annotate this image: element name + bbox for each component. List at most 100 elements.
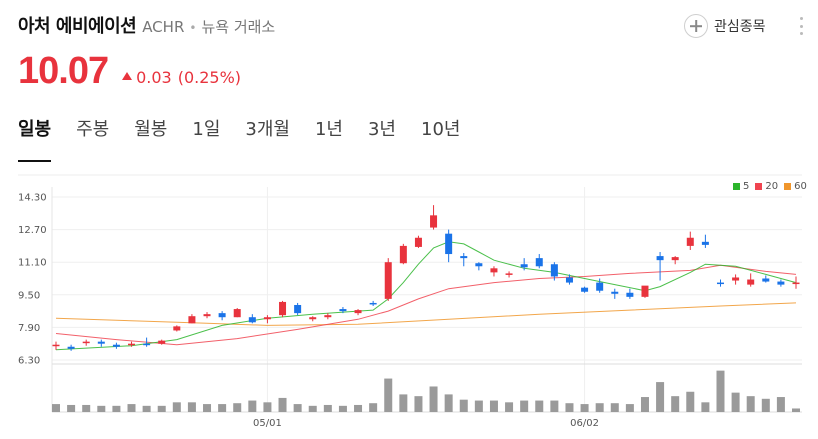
candle-body bbox=[732, 277, 740, 281]
x-tick-label: 05/01 bbox=[253, 418, 282, 429]
volume-bar bbox=[610, 403, 619, 412]
candle-body bbox=[581, 287, 589, 292]
candle-body bbox=[535, 258, 543, 267]
watchlist-label: 관심종목 bbox=[714, 19, 766, 35]
candle-body bbox=[747, 279, 755, 285]
candle-body bbox=[701, 241, 709, 245]
candle-body bbox=[505, 273, 513, 275]
candle-body bbox=[460, 256, 468, 259]
candle-body bbox=[233, 309, 241, 318]
volume-bar bbox=[505, 402, 514, 412]
volume-bar bbox=[595, 403, 604, 412]
add-watchlist-button[interactable]: 관심종목 bbox=[684, 14, 766, 38]
tab-10years[interactable]: 10년 bbox=[421, 119, 461, 140]
volume-bar bbox=[157, 405, 166, 412]
volume-bar bbox=[731, 392, 740, 412]
candle-body bbox=[218, 313, 226, 318]
volume-bar bbox=[369, 403, 378, 412]
candle-body bbox=[762, 278, 770, 282]
candle-body bbox=[143, 343, 151, 346]
tab-weekly[interactable]: 주봉 bbox=[76, 119, 110, 140]
candle-body bbox=[792, 282, 800, 285]
candle-body bbox=[399, 245, 407, 264]
tab-3years[interactable]: 3년 bbox=[367, 119, 396, 140]
ma5-line bbox=[55, 241, 797, 351]
volume-bar bbox=[414, 396, 423, 412]
volume-bar bbox=[474, 400, 483, 412]
legend-ma20: 20 bbox=[755, 181, 778, 192]
volume-bar bbox=[444, 394, 453, 412]
volume-bar bbox=[429, 386, 438, 412]
volume-bar bbox=[82, 404, 91, 412]
candle-body bbox=[203, 314, 211, 317]
plus-circle-icon bbox=[684, 14, 708, 38]
volume-bar bbox=[640, 397, 649, 412]
candle-body bbox=[248, 317, 256, 323]
volume-bar bbox=[580, 404, 589, 412]
ma20-line bbox=[55, 264, 797, 346]
candle-body bbox=[112, 344, 120, 347]
exchange-name: 뉴욕 거래소 bbox=[201, 18, 276, 36]
tab-3months[interactable]: 3개월 bbox=[245, 119, 290, 140]
y-tick-label: 14.30 bbox=[18, 193, 47, 204]
volume-bar bbox=[203, 404, 212, 412]
volume-bar bbox=[112, 405, 121, 412]
volume-bar bbox=[489, 400, 498, 412]
more-options-icon[interactable] bbox=[800, 17, 804, 35]
volume-bar bbox=[218, 404, 227, 412]
candle-body bbox=[626, 292, 634, 297]
candle-body bbox=[686, 237, 694, 246]
candle-body bbox=[67, 346, 75, 349]
candle-body bbox=[82, 341, 90, 344]
volume-bar bbox=[97, 405, 106, 412]
tab-1year[interactable]: 1년 bbox=[314, 119, 343, 140]
price-change-percent: (0.25%) bbox=[177, 68, 242, 87]
volume-bar bbox=[399, 394, 408, 412]
legend-ma5: 5 bbox=[733, 181, 749, 192]
candle-body bbox=[565, 277, 573, 283]
ma60-line bbox=[55, 302, 797, 326]
volume-bar bbox=[293, 404, 302, 412]
current-price: 10.07 bbox=[18, 50, 109, 92]
candle-body bbox=[128, 343, 136, 346]
y-tick-label: 9.50 bbox=[18, 290, 40, 301]
candle-body bbox=[596, 282, 604, 291]
candle-body bbox=[173, 326, 181, 331]
volume-bar bbox=[550, 400, 559, 412]
x-tick-label: 06/02 bbox=[570, 418, 599, 429]
legend-label-ma60: 60 bbox=[794, 181, 807, 192]
legend-swatch-ma20 bbox=[755, 183, 763, 190]
volume-bar bbox=[233, 403, 242, 412]
y-tick-label: 12.70 bbox=[18, 225, 47, 236]
candle-body bbox=[369, 302, 377, 305]
volume-bar bbox=[656, 382, 665, 412]
candle-body bbox=[550, 264, 558, 277]
volume-bar bbox=[520, 400, 529, 412]
volume-bar bbox=[248, 400, 257, 412]
legend-label-ma20: 20 bbox=[765, 181, 779, 192]
candle-body bbox=[716, 282, 724, 285]
volume-bar bbox=[459, 399, 468, 412]
stock-header: 아처 에비에이션 ACHR • 뉴욕 거래소 bbox=[18, 12, 818, 42]
candle-body bbox=[263, 317, 271, 320]
legend-swatch-ma60 bbox=[784, 183, 792, 190]
candle-body bbox=[414, 237, 422, 247]
tab-daily[interactable]: 일봉 bbox=[18, 116, 52, 162]
volume-bar bbox=[278, 397, 287, 412]
stock-ticker: ACHR bbox=[142, 18, 185, 36]
tab-monthly[interactable]: 월봉 bbox=[134, 119, 168, 140]
candle-body bbox=[520, 264, 528, 268]
volume-bar bbox=[323, 404, 332, 412]
candle-body bbox=[777, 281, 785, 285]
volume-bar bbox=[172, 402, 181, 412]
up-triangle-icon bbox=[122, 72, 133, 80]
candle-body bbox=[97, 341, 105, 344]
candle-body bbox=[641, 285, 649, 297]
candle-body bbox=[324, 315, 332, 318]
volume-bar bbox=[761, 398, 770, 412]
tab-1day[interactable]: 1일 bbox=[192, 119, 221, 140]
candle-body bbox=[158, 340, 166, 344]
y-tick-label: 6.30 bbox=[18, 356, 40, 367]
volume-bar bbox=[716, 370, 725, 412]
